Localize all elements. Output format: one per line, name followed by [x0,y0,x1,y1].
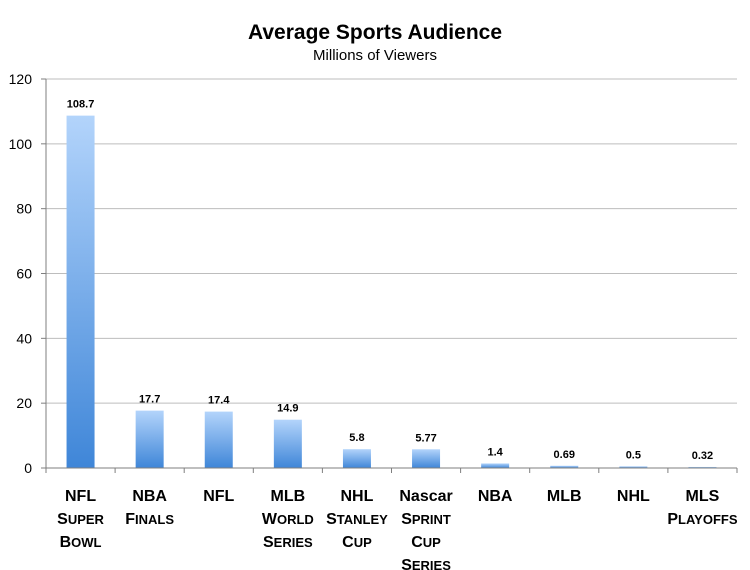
y-tick-label: 100 [9,136,33,152]
y-tick-label: 60 [16,266,32,282]
data-label: 14.9 [277,403,298,415]
y-tick-label: 40 [16,330,32,346]
x-tick-label: Nascar SPRINT CUP SERIES [399,488,452,570]
gridlines [46,78,737,404]
bar [342,449,371,468]
x-tick-label-line: BOWL [60,534,102,551]
x-tick-label-line: STANLEY [326,511,388,528]
x-tick-label-line: NFL [65,488,96,505]
x-tick-label-line: WORLD [262,511,314,528]
x-tick-label-line: NBA [478,488,513,505]
data-labels: 108.7 17.7 17.4 14.9 5.8 5.77 1.4 0.69 0.5 0.32 [67,99,713,462]
x-tick-label: NFL SUPER BOWL [57,488,104,551]
x-tick-label: NFL [203,488,234,505]
y-axis-ticks: 0 20 40 60 80 100 120 [9,71,33,476]
bar [550,465,579,468]
bar [135,410,164,468]
chart-title: Average Sports Audience [248,21,502,44]
x-tick-label-line: MLB [547,488,582,505]
x-axis-labels: NFL SUPER BOWL NBA FINALS NFL MLB WORLD SERIES NH… [57,488,738,570]
x-tick-label: MLB WORLD SERIES [262,488,314,551]
y-tick-label: 80 [16,201,32,217]
x-tick-label: NHL [617,488,650,505]
x-tick-label-line: NHL [617,488,650,505]
data-label: 17.4 [208,395,230,407]
x-tick-label-line: SPRINT [401,511,451,528]
x-tick-label-line: Nascar [399,488,452,505]
x-tick-label: NBA FINALS [125,488,174,528]
data-label: 5.77 [415,432,436,444]
x-tick-label-line: NBA [132,488,167,505]
y-tick-label: 20 [16,395,32,411]
x-tick-label: MLB [547,488,582,505]
axes [41,78,738,473]
data-label: 17.7 [139,394,160,406]
x-tick-label-line: PLAYOFFS [667,511,737,528]
bars [66,115,717,469]
x-tick-label-line: SERIES [401,557,451,570]
data-label: 108.7 [67,99,95,111]
bar [66,115,95,469]
x-tick-label-line: NFL [203,488,234,505]
x-tick-label-line: SERIES [263,534,313,551]
bar [204,411,233,468]
x-tick-label-line: FINALS [125,511,174,528]
x-tick-label-line: SUPER [57,511,104,528]
chart-subtitle: Millions of Viewers [313,47,437,64]
x-tick-label: NBA [478,488,513,505]
x-tick-label-line: CUP [411,534,441,551]
bar [619,466,648,468]
bar [481,463,510,468]
data-label: 0.5 [626,449,641,461]
y-tick-label: 120 [9,71,33,87]
bar [412,449,441,468]
data-label: 0.32 [692,450,713,462]
bar [273,419,302,468]
x-tick-label-line: CUP [342,534,372,551]
y-tick-label: 0 [24,460,32,476]
data-label: 0.69 [554,449,575,461]
data-label: 5.8 [349,432,364,444]
bar [688,466,717,468]
x-tick-label: MLS PLAYOFFS [667,488,737,528]
data-label: 1.4 [488,446,504,458]
x-tick-label-line: MLB [271,488,306,505]
x-tick-label-line: NHL [341,488,374,505]
x-tick-label: NHL STANLEY CUP [326,488,388,551]
x-tick-label-line: MLS [686,488,720,505]
